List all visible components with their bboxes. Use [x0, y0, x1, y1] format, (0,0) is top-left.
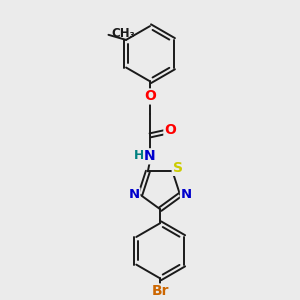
Text: H: H	[134, 149, 144, 162]
Text: S: S	[173, 161, 183, 175]
Text: N: N	[181, 188, 192, 201]
Text: CH₃: CH₃	[111, 27, 135, 40]
Text: Br: Br	[152, 284, 169, 298]
Text: N: N	[144, 149, 156, 163]
Text: N: N	[128, 188, 140, 201]
Text: O: O	[164, 123, 176, 136]
Text: O: O	[144, 89, 156, 103]
